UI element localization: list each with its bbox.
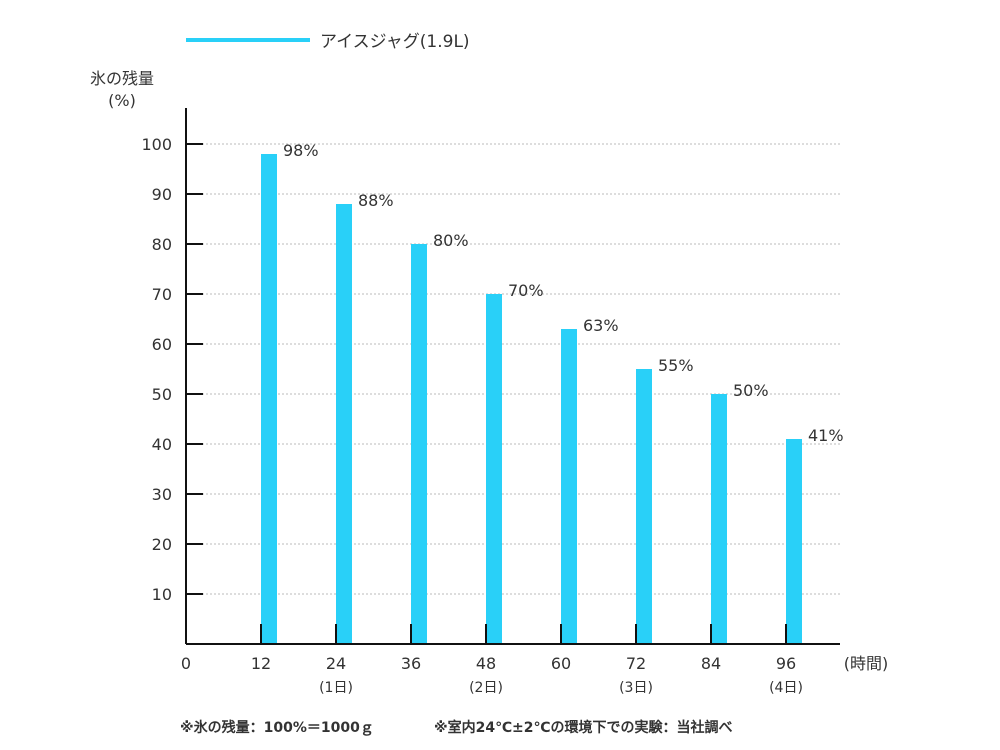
x-tick-label: 36	[401, 654, 421, 673]
bar	[636, 369, 652, 644]
bar	[561, 329, 577, 644]
y-axis-label: 氷の残量	[90, 69, 154, 88]
x-tick-label: 60	[551, 654, 571, 673]
x-tick-label: 12	[251, 654, 271, 673]
x-tick-sublabel: (2日)	[469, 680, 503, 696]
y-tick-label: 20	[152, 535, 172, 554]
legend-label: アイスジャグ(1.9L)	[320, 32, 470, 52]
data-label: 88%	[358, 191, 394, 210]
data-label: 41%	[808, 426, 844, 445]
y-tick-label: 80	[152, 235, 172, 254]
x-tick-label: 24	[326, 654, 346, 673]
legend: アイスジャグ(1.9L)	[186, 32, 470, 52]
y-tick-label: 40	[152, 435, 172, 454]
data-label: 80%	[433, 231, 469, 250]
x-tick-label: 0	[181, 654, 191, 673]
bar	[711, 394, 727, 644]
x-tick-label: 72	[626, 654, 646, 673]
y-tick-label: 60	[152, 335, 172, 354]
y-axis-unit: (%)	[108, 91, 136, 110]
x-tick-sublabel: (4日)	[769, 680, 803, 696]
footnote-1: ※氷の残量：100%＝1000ｇ	[180, 719, 374, 737]
y-tick-label: 10	[152, 585, 172, 604]
data-label: 63%	[583, 316, 619, 335]
data-label: 50%	[733, 381, 769, 400]
y-tick-label: 100	[141, 135, 172, 154]
data-label: 70%	[508, 281, 544, 300]
x-tick-sublabel: (1日)	[319, 680, 353, 696]
y-tick-label: 70	[152, 285, 172, 304]
bar	[786, 439, 802, 644]
x-axis-label: (時間)	[844, 654, 889, 673]
x-tick-label: 48	[476, 654, 496, 673]
footnote-2: ※室内24℃±2℃の環境下での実験：当社調べ	[434, 719, 732, 736]
x-tick-label: 84	[701, 654, 721, 673]
bar	[336, 204, 352, 644]
bar	[411, 244, 427, 644]
data-label: 98%	[283, 141, 319, 160]
bar	[261, 154, 277, 644]
y-tick-label: 50	[152, 385, 172, 404]
x-tick-label: 96	[776, 654, 796, 673]
data-label: 55%	[658, 356, 694, 375]
y-tick-label: 90	[152, 185, 172, 204]
x-tick-sublabel: (3日)	[619, 680, 653, 696]
y-tick-label: 30	[152, 485, 172, 504]
bar	[486, 294, 502, 644]
